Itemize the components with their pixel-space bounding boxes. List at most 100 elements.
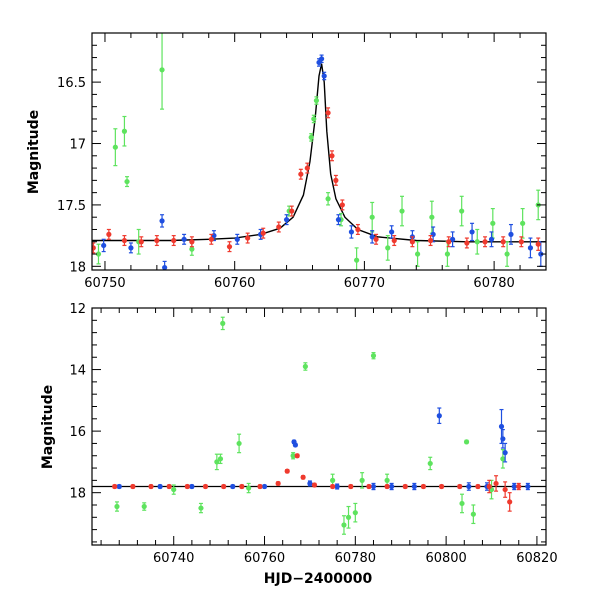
marker (370, 483, 377, 490)
red-data-point (148, 483, 154, 490)
marker (246, 485, 252, 491)
marker (486, 483, 492, 490)
marker (329, 153, 335, 159)
blue-data-point (101, 238, 107, 253)
marker (500, 436, 506, 442)
marker (466, 483, 472, 490)
plot-area-1 (92, 316, 546, 535)
x-tick-label: 60820 (516, 551, 557, 566)
marker (409, 239, 415, 245)
y-tick-label: 14 (69, 364, 86, 379)
marker (444, 251, 451, 257)
blue-data-point (292, 442, 298, 448)
blue-data-point (162, 260, 168, 270)
red-data-point (202, 483, 209, 490)
green-data-point (490, 208, 496, 239)
y-tick-label: 17 (69, 138, 86, 153)
marker (330, 477, 336, 483)
marker (292, 442, 298, 448)
blue-data-point (116, 483, 122, 490)
marker (538, 251, 544, 257)
marker (359, 477, 365, 483)
blue-data-point (307, 480, 313, 487)
marker (339, 202, 345, 208)
marker (355, 226, 361, 233)
x-tick-label: 60760 (214, 276, 255, 291)
marker (333, 177, 339, 183)
plot-frame (91, 32, 547, 271)
green-data-point (370, 352, 377, 360)
bottom-ylabel: Magnitude (40, 385, 56, 469)
marker (341, 522, 347, 528)
marker (370, 353, 377, 359)
blue-data-point (234, 233, 240, 245)
green-data-point (470, 504, 476, 525)
y-tick-label: 18 (69, 487, 86, 502)
marker (475, 483, 481, 490)
red-data-point (502, 481, 508, 498)
x-tick-label: 60780 (335, 551, 376, 566)
green-data-point (308, 133, 314, 142)
y-tick-label: 18 (69, 260, 86, 275)
marker (366, 483, 372, 490)
red-data-point (300, 474, 306, 480)
green-data-point (399, 195, 405, 227)
red-data-point (391, 235, 397, 247)
red-data-point (298, 168, 304, 180)
marker (411, 483, 417, 490)
marker (518, 239, 524, 245)
marker (226, 244, 233, 250)
blue-data-point (258, 228, 264, 240)
marker (239, 483, 245, 490)
red-data-point (486, 479, 492, 494)
red-data-point (464, 237, 470, 249)
red-data-point (325, 107, 331, 119)
marker (121, 237, 128, 244)
marker (112, 483, 118, 490)
red-data-point (409, 236, 415, 248)
marker (450, 236, 456, 242)
green-data-point (121, 115, 128, 147)
marker (171, 486, 177, 493)
marker (330, 483, 336, 490)
red-data-point (112, 483, 118, 490)
green-data-point (459, 195, 465, 227)
marker (504, 251, 510, 257)
y-tick-label: 16.5 (57, 76, 86, 91)
model-curve (92, 63, 546, 243)
red-data-point (260, 227, 266, 239)
marker (464, 240, 470, 246)
marker (234, 236, 240, 242)
blue-data-point (469, 222, 475, 242)
marker (148, 483, 154, 490)
marker (138, 239, 144, 245)
red-data-point (208, 233, 214, 245)
red-data-point (535, 237, 541, 251)
marker (275, 480, 281, 487)
red-data-point (257, 483, 263, 490)
marker (325, 110, 331, 116)
blue-data-point (508, 223, 514, 245)
red-data-point (366, 483, 372, 490)
blue-data-point (389, 482, 395, 491)
marker (321, 73, 327, 79)
marker (302, 363, 308, 370)
red-data-point (500, 236, 506, 248)
green-data-point (474, 228, 480, 255)
marker (189, 246, 195, 252)
marker (313, 97, 320, 104)
marker (128, 245, 134, 251)
marker (482, 239, 488, 245)
marker (290, 453, 296, 459)
red-data-point (348, 483, 354, 490)
blue-data-point (334, 483, 340, 490)
marker (154, 237, 160, 244)
marker (116, 483, 122, 490)
marker (402, 483, 408, 490)
blue-data-point (370, 482, 377, 491)
marker (304, 165, 310, 171)
marker (369, 234, 375, 240)
red-data-point (239, 483, 245, 490)
blue-data-point (500, 428, 506, 449)
